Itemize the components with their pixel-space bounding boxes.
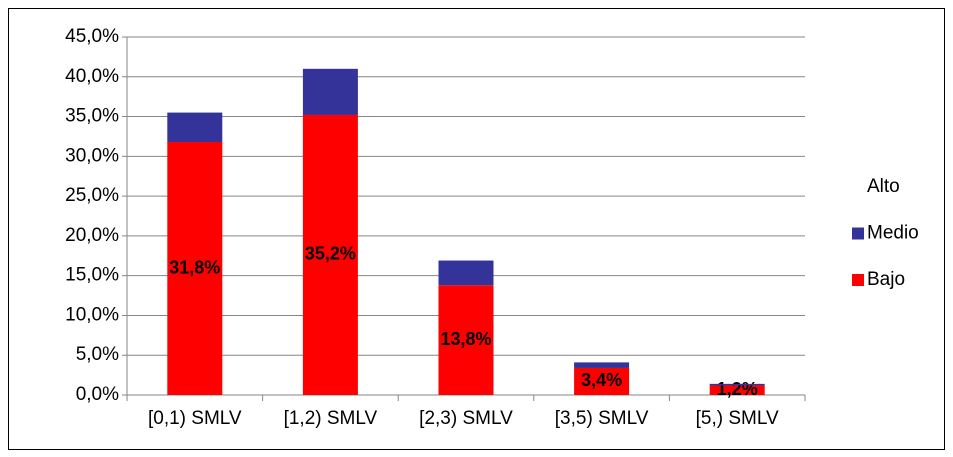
bar-segment: [438, 260, 494, 286]
legend-label: Medio: [867, 223, 919, 244]
data-label: 35,2%: [305, 244, 356, 264]
y-tick-label: 5,0%: [76, 344, 119, 365]
y-tick-label: 45,0%: [65, 26, 119, 47]
bar-segment: [574, 367, 630, 395]
bar-segment: [438, 285, 494, 395]
y-tick-label: 10,0%: [65, 304, 119, 325]
y-tick-label: 30,0%: [65, 145, 119, 166]
bar-segment: [709, 385, 765, 395]
legend-label: Bajo: [867, 269, 905, 290]
bar-segment: [302, 68, 358, 115]
bar-segment: [167, 112, 223, 143]
x-tick-label: [0,1) SMLV: [148, 408, 242, 429]
y-tick-label: 15,0%: [65, 265, 119, 286]
y-tick-label: 25,0%: [65, 185, 119, 206]
bar-segment: [709, 383, 765, 386]
y-tick-label: 20,0%: [65, 225, 119, 246]
data-label: 31,8%: [169, 257, 220, 277]
bar-segment: [574, 362, 630, 368]
legend-swatch: [852, 274, 864, 286]
bar-segment: [302, 114, 358, 395]
data-label: 13,8%: [440, 329, 491, 349]
y-tick-label: 0,0%: [76, 384, 119, 405]
y-tick-label: 35,0%: [65, 106, 119, 127]
x-tick-label: [5,) SMLV: [696, 408, 779, 429]
data-label: 1,2%: [717, 379, 758, 399]
legend-swatch: [852, 227, 864, 240]
x-tick-label: [2,3) SMLV: [419, 408, 513, 429]
legend-label: Alto: [867, 176, 900, 197]
y-tick-label: 40,0%: [65, 66, 119, 87]
x-tick-label: [3,5) SMLV: [555, 408, 649, 429]
bar-segment: [167, 142, 223, 395]
data-label: 3,4%: [581, 370, 622, 390]
x-tick-label: [1,2) SMLV: [284, 408, 378, 429]
legend-swatch: [852, 181, 864, 193]
